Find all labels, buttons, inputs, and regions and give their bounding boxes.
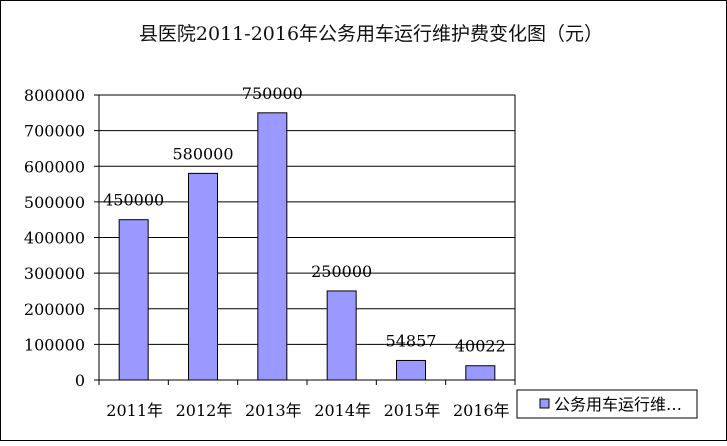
- bar: [188, 172, 218, 381]
- x-tick-label: 2016年: [453, 401, 510, 420]
- data-label: 250000: [311, 262, 372, 281]
- data-label: 750000: [242, 84, 303, 103]
- bar: [396, 359, 426, 381]
- legend-swatch: [539, 398, 550, 409]
- plot-area: 0 100000 200000 300000 400000 500000 600000 700…: [24, 84, 516, 420]
- data-label: 450000: [103, 191, 164, 210]
- bar: [465, 365, 496, 381]
- legend-label: 公务用车运行维…: [554, 395, 682, 414]
- x-tick-label: 2012年: [176, 401, 233, 420]
- x-tick-label: 2013年: [245, 401, 302, 420]
- y-tick-label: 400000: [24, 229, 85, 248]
- bar: [257, 112, 288, 381]
- y-tick-label: 300000: [24, 264, 85, 283]
- y-tick-label: 0: [75, 371, 85, 390]
- y-tick-label: 600000: [24, 157, 85, 176]
- x-tick-label: 2015年: [384, 401, 441, 420]
- x-tick-label: 2014年: [314, 401, 371, 420]
- y-tick-label: 700000: [24, 122, 85, 141]
- y-tick-label: 200000: [24, 300, 85, 319]
- y-tick-label: 800000: [24, 86, 85, 105]
- bar: [118, 219, 149, 381]
- chart-title: 县医院2011-2016年公务用车运行维护费变化图（元）: [139, 23, 603, 45]
- bar: [326, 290, 357, 381]
- data-label: 40022: [455, 337, 506, 356]
- legend: 公务用车运行维…: [516, 389, 698, 419]
- y-tick-label: 500000: [24, 193, 85, 212]
- y-tick-label: 100000: [24, 335, 85, 354]
- x-tick-label: 2011年: [106, 401, 163, 420]
- data-label: 580000: [172, 144, 233, 163]
- data-label: 54857: [386, 331, 437, 350]
